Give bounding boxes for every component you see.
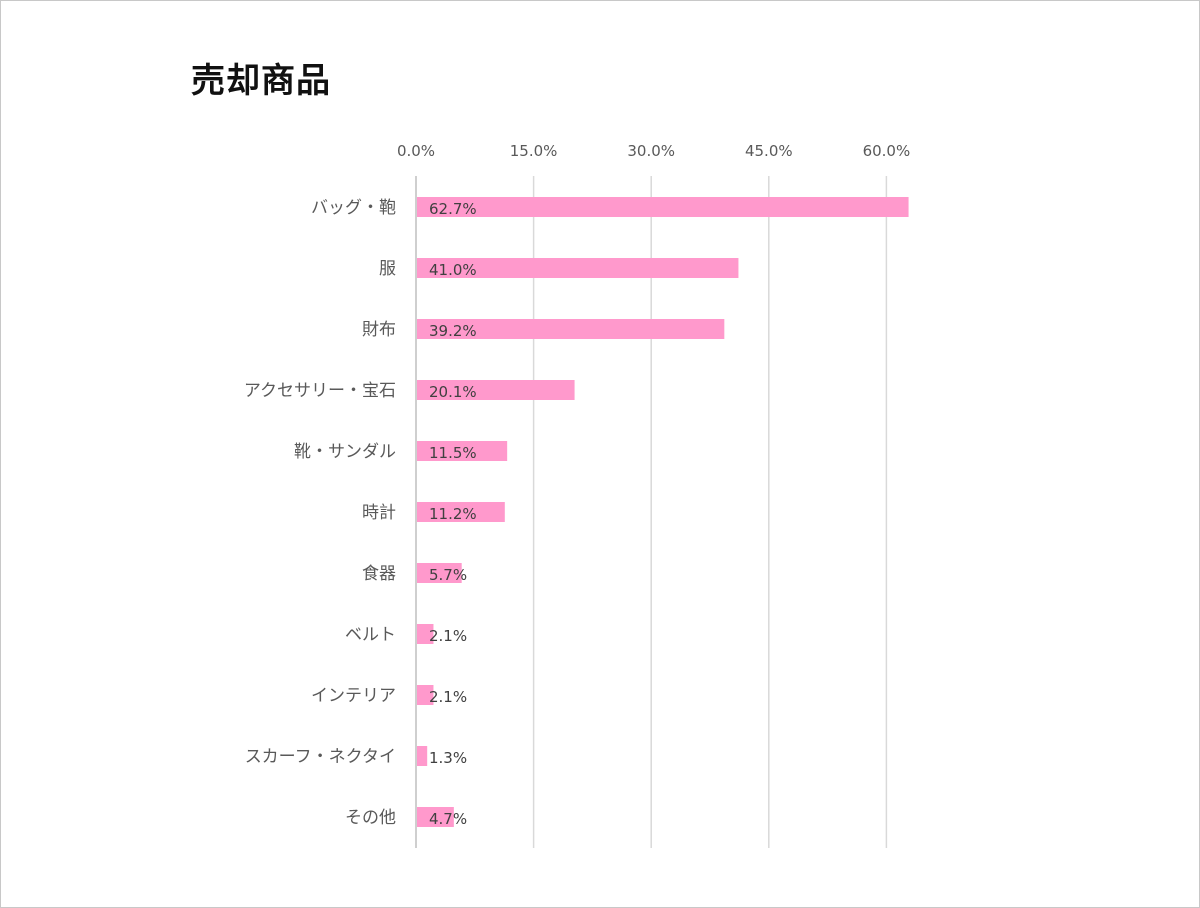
category-label: 服 (379, 259, 396, 279)
data-label: 20.1% (429, 383, 477, 401)
data-label: 11.5% (429, 444, 477, 462)
x-tick-label: 0.0% (397, 142, 435, 160)
bar (417, 319, 725, 339)
category-label: 時計 (362, 503, 396, 523)
category-label: 食器 (362, 564, 396, 584)
data-label: 62.7% (429, 200, 477, 218)
category-label: バッグ・鞄 (311, 198, 396, 218)
x-tick-label: 30.0% (627, 142, 675, 160)
category-label: アクセサリー・宝石 (244, 381, 396, 401)
x-tick-label: 45.0% (745, 142, 793, 160)
bar (417, 441, 508, 461)
data-label: 2.1% (429, 627, 467, 645)
data-label: 11.2% (429, 505, 477, 523)
data-label: 4.7% (429, 810, 467, 828)
category-label: ベルト (345, 625, 396, 645)
bar (417, 746, 428, 766)
bar (417, 380, 575, 400)
data-label: 41.0% (429, 261, 477, 279)
bar (417, 685, 434, 705)
x-tick-label: 15.0% (510, 142, 558, 160)
data-label: 1.3% (429, 749, 467, 767)
chart-title: 売却商品 (191, 61, 331, 101)
bar (417, 258, 739, 278)
data-label: 39.2% (429, 322, 477, 340)
category-label: インテリア (311, 686, 396, 706)
bar (417, 563, 462, 583)
category-label: スカーフ・ネクタイ (245, 747, 396, 767)
data-label: 5.7% (429, 566, 467, 584)
category-label: 靴・サンダル (294, 442, 396, 462)
bar (417, 502, 505, 522)
category-label: その他 (345, 808, 396, 828)
data-label: 2.1% (429, 688, 467, 706)
x-tick-label: 60.0% (863, 142, 911, 160)
bar (417, 807, 454, 827)
bar (417, 624, 434, 644)
bar (417, 197, 909, 217)
category-label: 財布 (362, 320, 396, 340)
